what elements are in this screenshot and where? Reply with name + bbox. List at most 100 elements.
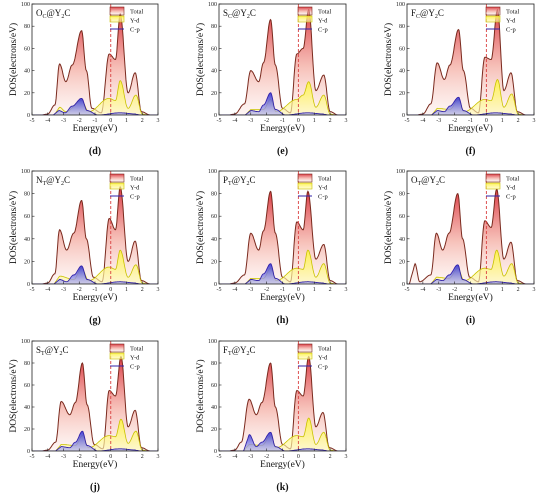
y-tick-label: 0 [402, 282, 405, 288]
x-tick-label: 2 [329, 118, 332, 124]
x-axis-label: Energy(eV) [73, 292, 118, 303]
panel-title-part: @Y [421, 175, 436, 185]
panel-tag: (g) [89, 315, 101, 326]
legend-label: C-p [318, 27, 328, 34]
x-tick-label: 2 [141, 118, 144, 124]
x-tick-label: -2 [452, 118, 457, 124]
x-tick-label: -1 [93, 118, 98, 124]
y-tick-label: 80 [211, 24, 217, 30]
panel-title-part: F [411, 8, 416, 18]
legend-swatch-total [109, 343, 125, 353]
panel-title-part: O [411, 175, 418, 185]
series-fill-total [219, 356, 346, 451]
x-tick-label: -1 [280, 287, 285, 293]
series-line-y-d [219, 81, 346, 115]
series-line-y-d [219, 249, 346, 284]
y-tick-label: 0 [214, 449, 217, 455]
y-tick-label: 40 [24, 69, 30, 75]
x-tick-label: -5 [217, 454, 222, 460]
y-tick-label: 20 [399, 259, 405, 265]
legend-swatch-total [297, 343, 313, 353]
y-tick-label: 60 [211, 214, 217, 220]
x-tick-label: -2 [264, 454, 269, 460]
panel-title-part: N [36, 175, 43, 185]
series-line-total [407, 8, 534, 115]
y-tick-label: 0 [214, 282, 217, 288]
x-tick-label: 1 [501, 118, 504, 124]
y-tick-label: 60 [399, 46, 405, 52]
legend-label: Y-d [130, 18, 140, 25]
panel-tag: (d) [89, 146, 101, 157]
panel-tag: (h) [276, 315, 288, 326]
series-line-total [219, 8, 346, 115]
x-tick-label: -5 [30, 118, 35, 124]
legend-label: C-p [130, 364, 140, 371]
x-tick-label: -4 [420, 118, 425, 124]
y-tick-label: 40 [211, 405, 217, 411]
panel-title-part: C [249, 175, 255, 185]
x-axis-label: Energy(eV) [448, 123, 493, 134]
panel-title-part: @Y [232, 345, 247, 355]
x-tick-label: -5 [217, 287, 222, 293]
panel-title-part: 2 [59, 351, 62, 357]
dos-panel-j: -5 -4 -3 -2 -1 0 1 2 3 0 20 40 60 80 100 Energy(eV) DOS(… [8, 339, 160, 493]
dos-panel-e: -5 -4 -3 -2 -1 0 1 2 3 0 20 40 60 80 100 Energy(eV) DOS(… [195, 2, 348, 157]
x-tick-label: 0 [297, 454, 300, 460]
x-axis-label: Energy(eV) [73, 123, 118, 134]
panel-title-part: C [249, 345, 255, 355]
y-axis-label: DOS(electrons/eV) [383, 191, 394, 264]
x-tick-label: 1 [501, 287, 504, 293]
series-fill-total [407, 189, 534, 284]
panel-title-part: 2 [436, 181, 439, 187]
x-tick-label: -4 [232, 118, 237, 124]
y-axis-label: DOS(electrons/eV) [383, 23, 394, 96]
panel-tag: (e) [277, 146, 288, 157]
plot-area [32, 355, 158, 451]
x-tick-label: -3 [248, 454, 253, 460]
y-tick-label: 100 [396, 2, 405, 8]
series-fill-c-p [219, 432, 346, 451]
x-tick-label: 1 [125, 287, 128, 293]
panel-tag: (i) [466, 315, 475, 326]
series-fill-total [219, 9, 346, 115]
legend-label: Total [130, 346, 143, 353]
legend-label: Total [130, 9, 143, 16]
y-tick-label: 40 [211, 69, 217, 75]
x-tick-label: 3 [157, 454, 160, 460]
legend-swatch-y-d [485, 15, 501, 23]
y-tick-label: 60 [211, 383, 217, 389]
legend-label: Y-d [130, 185, 140, 192]
x-tick-label: 0 [109, 287, 112, 293]
legend-swatch-y-d [297, 182, 313, 190]
y-axis-label: DOS(electrons/eV) [8, 23, 19, 96]
x-tick-label: -4 [232, 454, 237, 460]
y-tick-label: 0 [27, 282, 30, 288]
panel-tag: (j) [90, 482, 100, 493]
legend-label: C-p [318, 194, 328, 201]
plot-area [32, 185, 158, 284]
series-fill-total [219, 191, 346, 284]
series-line-total [32, 185, 158, 284]
panel-title-part: C [64, 8, 70, 18]
panel-title-part: 2 [246, 181, 249, 187]
legend-label: Y-d [318, 355, 328, 362]
panel-title-part: T [228, 181, 232, 187]
panel-title-part: T [418, 181, 422, 187]
x-tick-label: -3 [248, 118, 253, 124]
y-axis-label: DOS(electrons/eV) [195, 359, 206, 432]
x-tick-label: 3 [533, 118, 536, 124]
y-tick-label: 20 [24, 427, 30, 433]
y-tick-label: 40 [399, 69, 405, 75]
legend-swatch-total [485, 6, 501, 16]
y-tick-label: 80 [24, 192, 30, 198]
dos-panel-d: -5 -4 -3 -2 -1 0 1 2 3 0 20 40 60 80 100 Energy(eV) DOS(… [8, 2, 160, 157]
y-tick-label: 80 [399, 192, 405, 198]
plot-area [219, 8, 346, 115]
x-tick-label: -3 [61, 454, 66, 460]
x-tick-label: -3 [61, 118, 66, 124]
y-tick-label: 80 [24, 361, 30, 367]
y-tick-label: 20 [24, 91, 30, 97]
series-fill-y-d [407, 250, 534, 284]
x-axis-label: Energy(eV) [260, 459, 305, 470]
